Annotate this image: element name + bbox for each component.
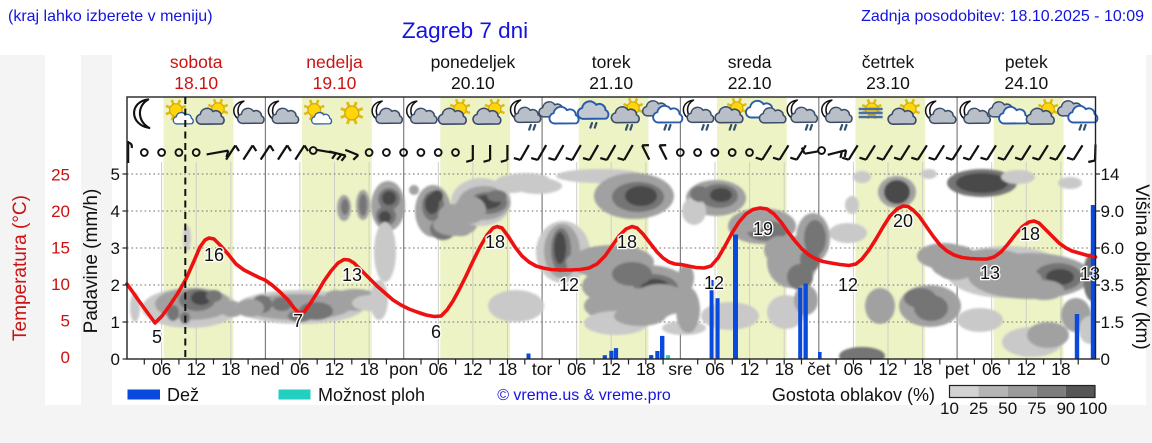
svg-text:12: 12 xyxy=(704,273,724,293)
svg-text:12: 12 xyxy=(559,275,579,295)
svg-text:9.0: 9.0 xyxy=(1101,202,1125,221)
svg-text:10: 10 xyxy=(940,399,959,418)
svg-text:Temperatura (°C): Temperatura (°C) xyxy=(10,195,31,341)
svg-text:Zagreb 7 dni: Zagreb 7 dni xyxy=(402,18,528,43)
svg-text:19: 19 xyxy=(753,219,773,239)
svg-text:3.5: 3.5 xyxy=(1101,276,1125,295)
svg-text:18: 18 xyxy=(485,232,505,252)
svg-text:23.10: 23.10 xyxy=(866,73,910,93)
svg-text:7: 7 xyxy=(293,311,303,331)
svg-text:22.10: 22.10 xyxy=(728,73,772,93)
svg-text:1: 1 xyxy=(111,313,120,332)
svg-text:13: 13 xyxy=(980,263,1000,283)
svg-text:10: 10 xyxy=(51,275,70,294)
svg-text:06: 06 xyxy=(290,359,309,379)
svg-text:06: 06 xyxy=(152,359,171,379)
svg-text:18.10: 18.10 xyxy=(174,73,218,93)
svg-text:12: 12 xyxy=(325,359,344,379)
svg-text:18: 18 xyxy=(636,359,655,379)
svg-text:sreda: sreda xyxy=(728,52,772,72)
svg-text:Višina oblakov (km): Višina oblakov (km) xyxy=(1131,184,1152,349)
svg-text:20: 20 xyxy=(893,211,913,231)
svg-text:75: 75 xyxy=(1027,399,1046,418)
svg-text:Dež: Dež xyxy=(167,385,199,405)
svg-text:1.5: 1.5 xyxy=(1101,313,1125,332)
svg-text:25: 25 xyxy=(969,399,988,418)
svg-text:21.10: 21.10 xyxy=(589,73,633,93)
svg-text:18: 18 xyxy=(498,359,517,379)
svg-text:Zadnja posodobitev: 18.10.2025: Zadnja posodobitev: 18.10.2025 - 10:09 xyxy=(861,8,1144,25)
svg-text:0: 0 xyxy=(111,350,120,369)
svg-text:6.0: 6.0 xyxy=(1101,239,1125,258)
svg-text:© vreme.us & vreme.pro: © vreme.us & vreme.pro xyxy=(497,387,671,404)
svg-text:četrtek: četrtek xyxy=(862,52,915,72)
svg-text:18: 18 xyxy=(221,359,240,379)
svg-text:06: 06 xyxy=(844,359,863,379)
svg-text:0: 0 xyxy=(1101,350,1110,369)
svg-text:sobota: sobota xyxy=(170,52,223,72)
svg-text:18: 18 xyxy=(913,359,932,379)
svg-text:ponedeljek: ponedeljek xyxy=(431,52,516,72)
svg-text:50: 50 xyxy=(998,399,1017,418)
svg-text:18: 18 xyxy=(1020,224,1040,244)
svg-text:16: 16 xyxy=(204,245,224,265)
svg-text:18: 18 xyxy=(617,232,637,252)
svg-text:20.10: 20.10 xyxy=(451,73,495,93)
svg-text:6: 6 xyxy=(431,322,441,342)
svg-text:3: 3 xyxy=(111,239,120,258)
svg-text:18: 18 xyxy=(774,359,793,379)
svg-text:19.10: 19.10 xyxy=(313,73,357,93)
svg-text:pet: pet xyxy=(945,359,969,379)
svg-text:18: 18 xyxy=(359,359,378,379)
svg-text:petek: petek xyxy=(1005,52,1048,72)
svg-text:5: 5 xyxy=(61,312,70,331)
svg-text:torek: torek xyxy=(592,52,631,72)
svg-text:25: 25 xyxy=(51,166,70,185)
svg-text:12: 12 xyxy=(1017,359,1036,379)
svg-text:Gostota oblakov (%): Gostota oblakov (%) xyxy=(772,385,935,405)
svg-text:24.10: 24.10 xyxy=(1004,73,1048,93)
svg-text:5: 5 xyxy=(152,327,162,347)
svg-text:06: 06 xyxy=(705,359,724,379)
svg-text:15: 15 xyxy=(51,239,70,258)
svg-text:12: 12 xyxy=(601,359,620,379)
svg-text:06: 06 xyxy=(567,359,586,379)
svg-text:13: 13 xyxy=(1080,264,1100,284)
svg-text:ned: ned xyxy=(251,359,280,379)
svg-text:5: 5 xyxy=(111,165,120,184)
svg-text:06: 06 xyxy=(429,359,448,379)
svg-text:(kraj lahko izberete v meniju): (kraj lahko izberete v meniju) xyxy=(8,8,213,25)
svg-text:12: 12 xyxy=(186,359,205,379)
svg-text:tor: tor xyxy=(532,359,553,379)
svg-text:4: 4 xyxy=(111,202,120,221)
svg-text:čet: čet xyxy=(807,359,830,379)
svg-text:12: 12 xyxy=(463,359,482,379)
svg-text:sre: sre xyxy=(668,359,692,379)
svg-text:12: 12 xyxy=(878,359,897,379)
svg-text:2: 2 xyxy=(111,276,120,295)
svg-text:06: 06 xyxy=(982,359,1001,379)
svg-text:0: 0 xyxy=(61,348,70,367)
svg-text:90: 90 xyxy=(1056,399,1075,418)
svg-text:14: 14 xyxy=(1101,165,1120,184)
svg-text:13: 13 xyxy=(342,265,362,285)
svg-text:18: 18 xyxy=(1051,359,1070,379)
svg-text:Padavine (mm/h): Padavine (mm/h) xyxy=(81,189,102,334)
svg-text:pon: pon xyxy=(389,359,418,379)
svg-text:nedelja: nedelja xyxy=(306,52,363,72)
svg-text:12: 12 xyxy=(838,275,858,295)
svg-text:20: 20 xyxy=(51,202,70,221)
svg-text:12: 12 xyxy=(740,359,759,379)
svg-text:Možnost ploh: Možnost ploh xyxy=(318,385,425,405)
svg-text:100: 100 xyxy=(1079,399,1107,418)
